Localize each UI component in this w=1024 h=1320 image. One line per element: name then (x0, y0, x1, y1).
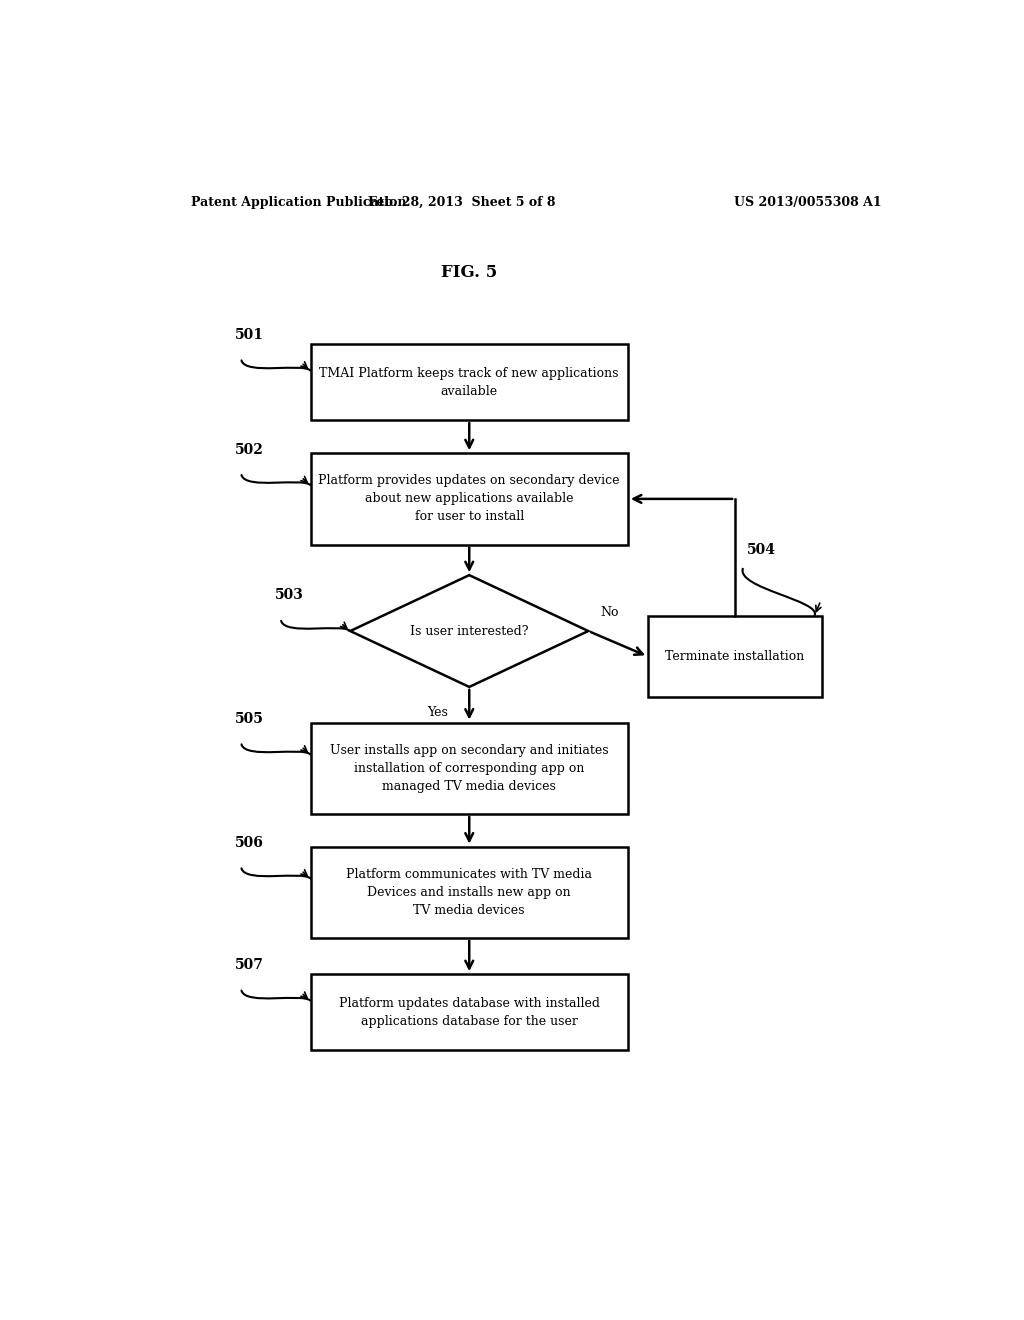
Text: 502: 502 (236, 442, 264, 457)
FancyBboxPatch shape (310, 974, 628, 1051)
Text: TMAI Platform keeps track of new applications
available: TMAI Platform keeps track of new applica… (319, 367, 618, 397)
Polygon shape (350, 576, 588, 686)
Text: FIG. 5: FIG. 5 (441, 264, 498, 281)
Text: Platform updates database with installed
applications database for the user: Platform updates database with installed… (339, 997, 600, 1028)
Text: 506: 506 (236, 836, 264, 850)
Text: No: No (600, 606, 618, 619)
Text: 503: 503 (274, 589, 304, 602)
FancyBboxPatch shape (310, 453, 628, 545)
FancyBboxPatch shape (648, 615, 822, 697)
Text: 507: 507 (236, 958, 264, 972)
Text: User installs app on secondary and initiates
installation of corresponding app o: User installs app on secondary and initi… (330, 743, 608, 793)
Text: Platform provides updates on secondary device
about new applications available
f: Platform provides updates on secondary d… (318, 474, 620, 524)
Text: Platform communicates with TV media
Devices and installs new app on
TV media dev: Platform communicates with TV media Devi… (346, 867, 592, 917)
FancyBboxPatch shape (310, 846, 628, 939)
Text: Feb. 28, 2013  Sheet 5 of 8: Feb. 28, 2013 Sheet 5 of 8 (368, 195, 555, 209)
Text: 501: 501 (236, 327, 264, 342)
Text: Is user interested?: Is user interested? (410, 624, 528, 638)
Text: US 2013/0055308 A1: US 2013/0055308 A1 (734, 195, 882, 209)
Text: Terminate installation: Terminate installation (666, 649, 805, 663)
FancyBboxPatch shape (310, 722, 628, 814)
Text: 504: 504 (748, 543, 776, 557)
Text: Yes: Yes (427, 706, 447, 719)
Text: Patent Application Publication: Patent Application Publication (191, 195, 407, 209)
FancyBboxPatch shape (310, 345, 628, 420)
Text: 505: 505 (236, 711, 264, 726)
